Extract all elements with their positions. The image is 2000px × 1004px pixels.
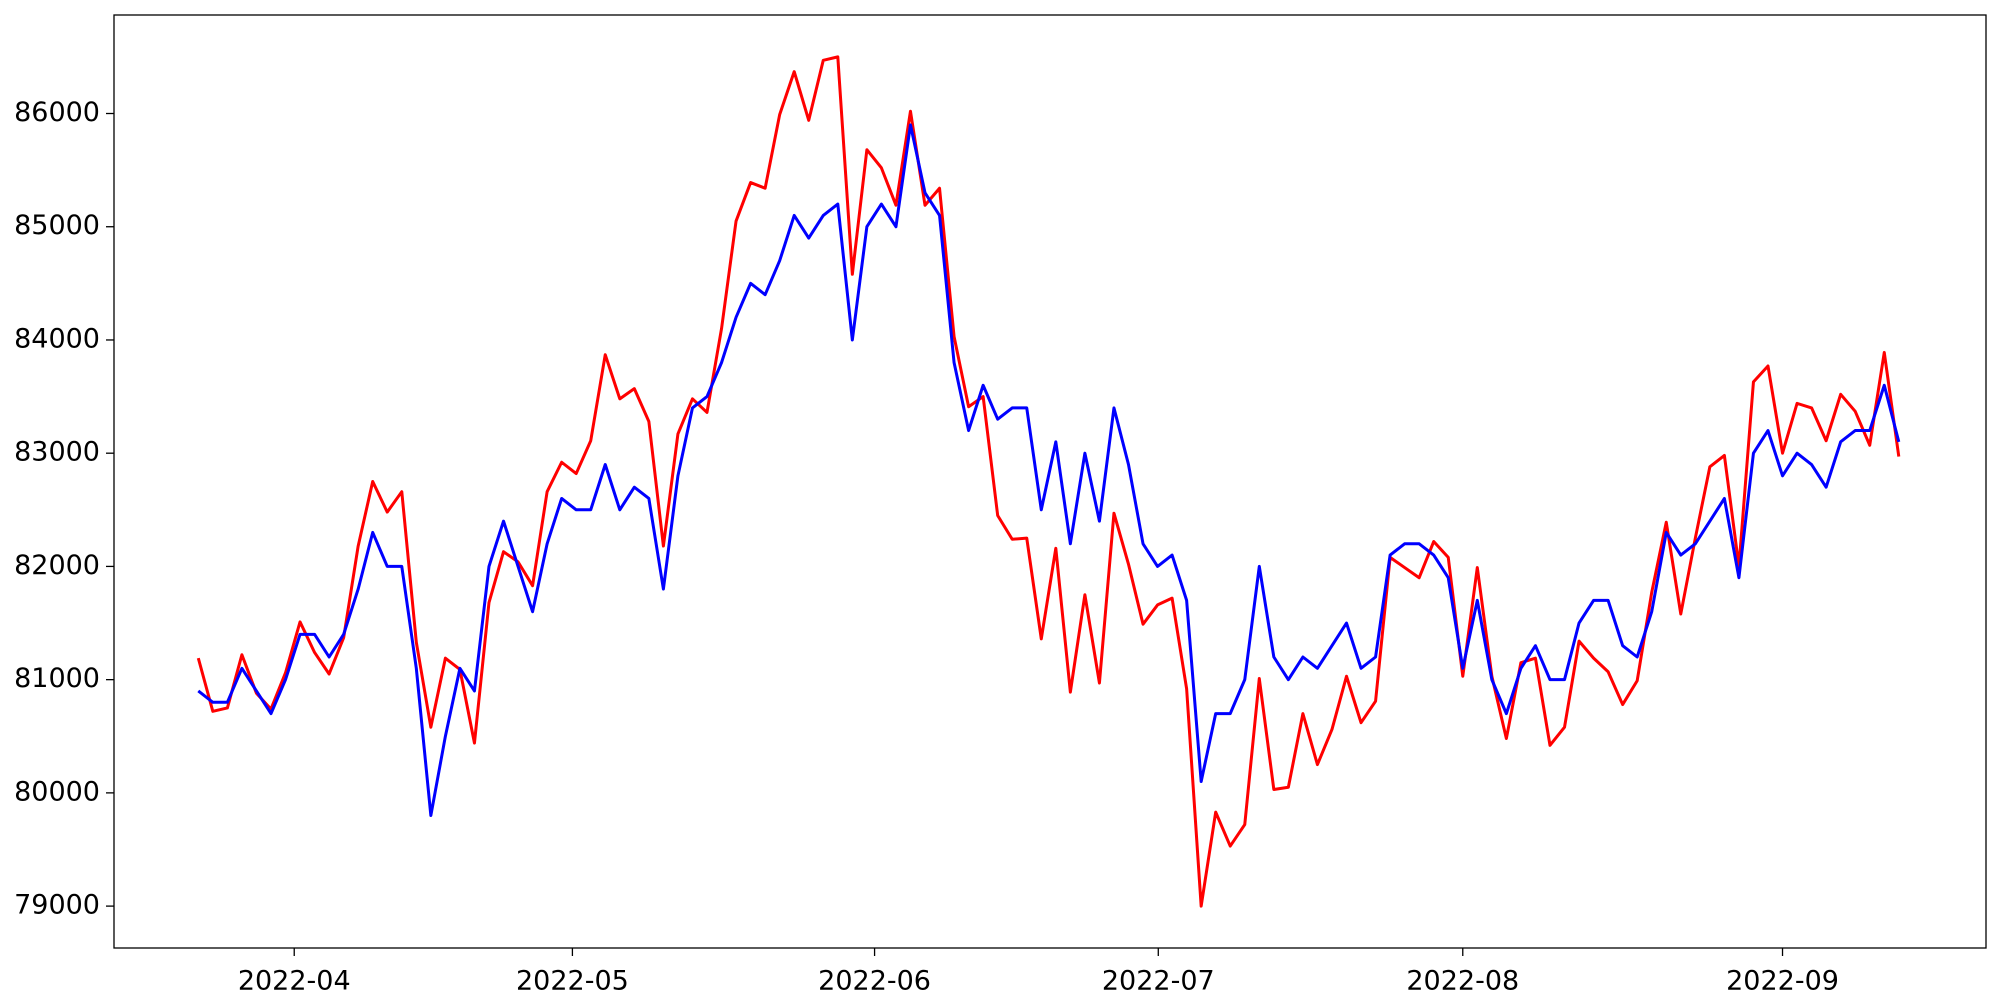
y-tick-label: 83000 <box>14 437 100 468</box>
x-tick-label: 2022-06 <box>818 966 931 997</box>
data-line <box>197 123 1901 818</box>
x-tick-label: 2022-05 <box>516 966 629 997</box>
x-tick-label: 2022-07 <box>1102 966 1215 997</box>
y-tick-label: 79000 <box>14 890 100 921</box>
x-tick-label: 2022-09 <box>1726 966 1839 997</box>
y-tick-label: 80000 <box>14 776 100 807</box>
y-tick-label: 81000 <box>14 663 100 694</box>
y-tick-label: 86000 <box>14 97 100 128</box>
y-tick-label: 82000 <box>14 550 100 581</box>
y-tick-label: 85000 <box>14 210 100 241</box>
y-tick-label: 84000 <box>14 323 100 354</box>
x-tick-label: 2022-04 <box>238 966 351 997</box>
x-tick-label: 2022-08 <box>1406 966 1519 997</box>
data-line <box>196 55 1901 908</box>
plot-frame <box>113 14 1987 949</box>
